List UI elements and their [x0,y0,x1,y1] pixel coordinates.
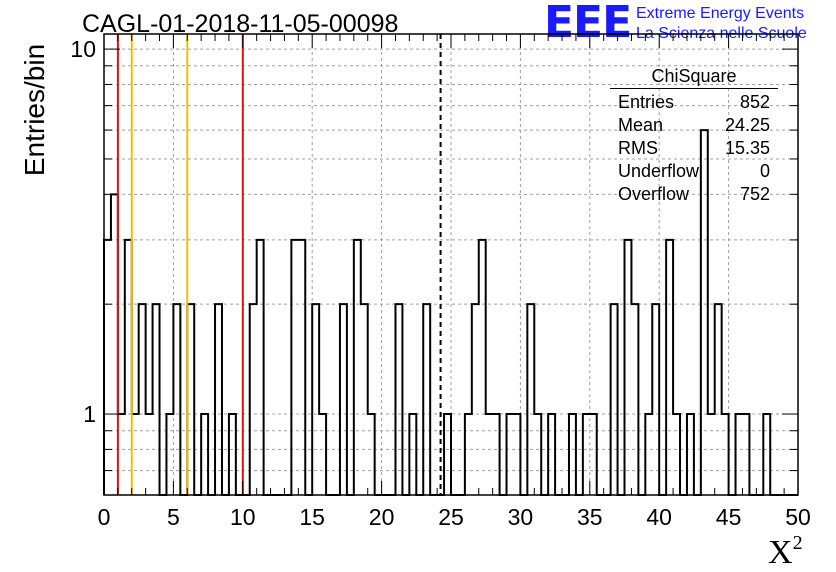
x-tick-label: 50 [785,504,811,530]
stats-value: 24.25 [724,115,770,135]
eee-logo: EEE Extreme Energy Events La Scienza nel… [544,0,834,48]
histogram-outline [103,129,798,496]
y-tick-label: 10 [70,36,96,62]
x-tick-label: 10 [230,504,256,530]
stats-value: 15.35 [724,138,770,158]
stats-row-mean: Mean 24.25 [610,114,778,137]
stats-value: 852 [739,92,770,112]
x-tick-label: 45 [716,504,742,530]
stats-value: 752 [739,184,770,204]
stats-label: Entries [618,92,675,112]
x-tick-label: 15 [299,504,325,530]
x-tick-label: 20 [369,504,395,530]
stats-box: ChiSquare Entries 852 Mean 24.25 RMS 15.35 … [610,66,778,206]
x-axis-label-text: X [768,534,793,571]
x-tick-label: 5 [167,504,180,530]
x-axis-label-superscript: 2 [792,532,803,554]
stats-row-rms: RMS 15.35 [610,137,778,160]
x-tick-label: 0 [98,504,111,530]
eee-logo-line1: Extreme Energy Events [636,5,805,22]
stats-value: 0 [759,161,770,181]
x-tick-label: 35 [577,504,603,530]
x-tick-label: 40 [646,504,672,530]
stats-label: Mean [618,115,664,135]
x-tick-label: 30 [508,504,534,530]
stats-box-title: ChiSquare [610,66,778,89]
stats-label: RMS [618,138,658,158]
x-tick-label: 25 [438,504,464,530]
stats-row-underflow: Underflow 0 [610,160,778,183]
stats-row-overflow: Overflow 752 [610,183,778,206]
stats-label: Underflow [618,161,700,181]
stats-label: Overflow [618,184,690,204]
stats-row-entries: Entries 852 [610,91,778,114]
x-axis-label: X2 [768,532,803,572]
y-tick-label: 1 [83,401,96,427]
